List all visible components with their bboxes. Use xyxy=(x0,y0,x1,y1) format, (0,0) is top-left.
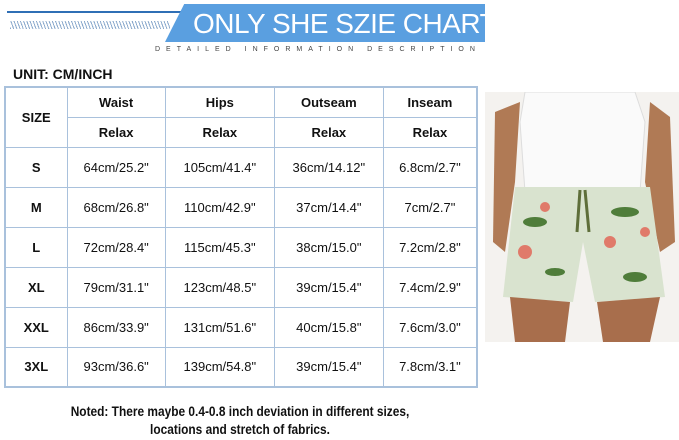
measurement-cell: 64cm/25.2" xyxy=(66,146,166,188)
measurement-cell: 72cm/28.4" xyxy=(66,226,166,268)
col-header: Waist xyxy=(66,86,166,118)
measurement-cell: 131cm/51.6" xyxy=(164,306,275,348)
measurement-cell: 40cm/15.8" xyxy=(273,306,384,348)
measurement-cell: 86cm/33.9" xyxy=(66,306,166,348)
size-cell: L xyxy=(4,226,68,268)
measurement-cell: 7cm/2.7" xyxy=(382,186,478,228)
measurement-cell: 93cm/36.6" xyxy=(66,346,166,388)
measurement-cell: 7.8cm/3.1" xyxy=(382,346,478,388)
size-table: SIZE Waist Hips Outseam Inseam Relax Rel… xyxy=(4,86,478,388)
measurement-cell: 110cm/42.9" xyxy=(164,186,275,228)
subheader-row: Relax Relax Relax Relax xyxy=(5,116,478,148)
measurement-cell: 39cm/15.4" xyxy=(273,266,384,308)
unit-label: UNIT: CM/INCH xyxy=(13,66,113,82)
col-header: Outseam xyxy=(273,86,384,118)
col-header: Hips xyxy=(164,86,275,118)
size-cell: 3XL xyxy=(4,346,68,388)
table-row: 3XL 93cm/36.6" 139cm/54.8" 39cm/15.4" 7.8cm/… xyxy=(4,346,478,388)
decorative-line xyxy=(7,11,187,13)
table-row: XL 79cm/31.1" 123cm/48.5" 39cm/15.4" 7.4cm/2… xyxy=(4,266,478,308)
size-cell: XXL xyxy=(4,306,68,348)
col-header: Inseam xyxy=(382,86,478,118)
size-cell: S xyxy=(4,146,68,188)
note-line: locations and stretch of fabrics. xyxy=(150,421,330,437)
size-cell: M xyxy=(4,186,68,228)
sub-header: Relax xyxy=(382,116,478,148)
measurement-cell: 6.8cm/2.7" xyxy=(382,146,478,188)
measurement-cell: 39cm/15.4" xyxy=(273,346,384,388)
product-photo xyxy=(485,92,679,342)
measurement-cell: 7.2cm/2.8" xyxy=(382,226,478,268)
measurement-cell: 36cm/14.12" xyxy=(273,146,384,188)
table-row: L 72cm/28.4" 115cm/45.3" 38cm/15.0" 7.2cm/2.… xyxy=(4,226,478,268)
note: Noted: There maybe 0.4-0.8 inch deviatio… xyxy=(36,402,444,438)
decorative-hatch xyxy=(10,21,170,29)
table-row: XXL 86cm/33.9" 131cm/51.6" 40cm/15.8" 7.6cm/… xyxy=(4,306,478,348)
subtitle: DETAILED INFORMATION DESCRIPTION xyxy=(155,46,481,53)
measurement-cell: 38cm/15.0" xyxy=(273,226,384,268)
note-line: Noted: There maybe 0.4-0.8 inch deviatio… xyxy=(70,403,410,419)
measurement-cell: 123cm/48.5" xyxy=(164,266,275,308)
header-row: SIZE Waist Hips Outseam Inseam xyxy=(4,86,478,148)
size-header: SIZE xyxy=(4,86,68,148)
table-row: S 64cm/25.2" 105cm/41.4" 36cm/14.12" 6.8cm/2… xyxy=(4,146,478,188)
measurement-cell: 37cm/14.4" xyxy=(273,186,384,228)
sub-header: Relax xyxy=(164,116,275,148)
sub-header: Relax xyxy=(66,116,166,148)
measurement-cell: 115cm/45.3" xyxy=(164,226,275,268)
measurement-cell: 105cm/41.4" xyxy=(164,146,275,188)
measurement-cell: 139cm/54.8" xyxy=(164,346,275,388)
size-cell: XL xyxy=(4,266,68,308)
measurement-cell: 7.4cm/2.9" xyxy=(382,266,478,308)
table-row: M 68cm/26.8" 110cm/42.9" 37cm/14.4" 7cm/2.7" xyxy=(4,186,478,228)
measurement-cell: 68cm/26.8" xyxy=(66,186,166,228)
title-banner: ONLY SHE SZIE CHART xyxy=(165,4,485,42)
measurement-cell: 7.6cm/3.0" xyxy=(382,306,478,348)
measurement-cell: 79cm/31.1" xyxy=(66,266,166,308)
chart-title: ONLY SHE SZIE CHART xyxy=(193,8,497,39)
sub-header: Relax xyxy=(273,116,384,148)
